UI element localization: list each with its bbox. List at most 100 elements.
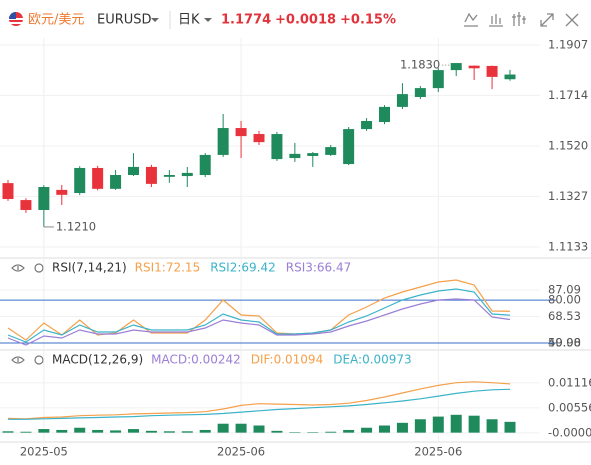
dropdown-caret[interactable] bbox=[204, 18, 212, 22]
price: 1.1774 bbox=[221, 13, 271, 28]
flag bbox=[9, 12, 23, 26]
macd-bar bbox=[2, 431, 14, 433]
macd-bar bbox=[486, 419, 498, 433]
candle-body bbox=[92, 167, 104, 189]
macd-bar bbox=[145, 430, 157, 433]
symbol[interactable]: EURUSD bbox=[97, 13, 152, 28]
y-tick-label: 1.1907 bbox=[548, 38, 588, 52]
candle-body bbox=[20, 200, 32, 210]
pair-name[interactable]: 欧元/美元 bbox=[28, 13, 84, 28]
macd-line bbox=[7, 381, 511, 420]
macd-bar bbox=[253, 425, 265, 433]
candle-body bbox=[396, 94, 408, 107]
eye-icon[interactable] bbox=[11, 356, 25, 364]
legend-item: MACD:0.00242 bbox=[151, 353, 241, 367]
rsi-line bbox=[7, 288, 511, 343]
y-tick-label: 49.98 bbox=[548, 336, 581, 350]
y-tick-label: 1.1520 bbox=[548, 139, 588, 153]
settings-icon[interactable] bbox=[34, 355, 44, 365]
indicator-icon[interactable] bbox=[489, 14, 503, 27]
macd-bar bbox=[396, 422, 408, 433]
panel-title: RSI(7,14,21) bbox=[52, 261, 127, 275]
macd-bar bbox=[361, 427, 373, 433]
macd-bar bbox=[92, 429, 104, 433]
y-tick-label: -0.00004 bbox=[548, 425, 591, 439]
change: +0.0018 bbox=[275, 13, 336, 28]
candle-body bbox=[199, 154, 211, 176]
fullscreen-icon[interactable] bbox=[540, 13, 554, 27]
candle-body bbox=[450, 63, 462, 71]
y-tick-label: 0.01116 bbox=[548, 375, 591, 389]
candle-body bbox=[2, 183, 14, 200]
high-annotation: 1.1830 bbox=[400, 58, 440, 72]
candle-body bbox=[432, 70, 444, 89]
macd-bar bbox=[217, 423, 229, 433]
y-tick-label: 1.1133 bbox=[548, 240, 588, 254]
candle-body bbox=[271, 134, 283, 160]
candle-body bbox=[110, 175, 122, 189]
y-tick-label: 0.00556 bbox=[548, 400, 591, 414]
candle-body bbox=[181, 172, 193, 177]
candle-body bbox=[325, 147, 337, 155]
macd-bar bbox=[414, 419, 426, 433]
candle-body bbox=[217, 128, 229, 155]
legend-item: RSI3:66.47 bbox=[286, 261, 352, 275]
macd-bar bbox=[128, 429, 139, 433]
candle-body bbox=[74, 167, 86, 194]
candle-body bbox=[289, 153, 301, 159]
macd-bar bbox=[20, 431, 32, 433]
rsi-line bbox=[7, 298, 511, 346]
macd-bar bbox=[468, 415, 480, 433]
macd-bar bbox=[271, 430, 283, 433]
macd-bar bbox=[450, 414, 462, 433]
macd-bar bbox=[181, 431, 193, 433]
candle-body bbox=[486, 65, 498, 77]
y-tick-label: 1.1714 bbox=[548, 88, 588, 102]
eye-icon[interactable] bbox=[11, 264, 25, 272]
period[interactable]: 日K bbox=[178, 13, 200, 28]
dropdown-caret[interactable] bbox=[151, 18, 159, 22]
x-tick-label: 2025-05 bbox=[20, 445, 68, 459]
candle-body bbox=[38, 187, 50, 210]
candle-body bbox=[56, 189, 68, 195]
close-icon[interactable] bbox=[565, 13, 579, 27]
panel-title: MACD(12,26,9) bbox=[52, 353, 143, 367]
candle-body bbox=[145, 166, 157, 184]
legend-item: DIF:0.01094 bbox=[251, 353, 323, 367]
low-annotation: 1.1210 bbox=[56, 219, 96, 233]
y-tick-label: 68.53 bbox=[548, 309, 581, 323]
macd-bar bbox=[325, 431, 337, 433]
candle-body bbox=[414, 88, 426, 97]
macd-bar bbox=[379, 425, 390, 433]
macd-bar bbox=[343, 429, 355, 433]
legend-item: RSI2:69.42 bbox=[210, 261, 276, 275]
candle-body bbox=[307, 153, 319, 156]
candle-body bbox=[128, 166, 139, 176]
legend-item: RSI1:72.15 bbox=[135, 261, 201, 275]
candle-body bbox=[504, 74, 516, 80]
candle-icon[interactable] bbox=[512, 12, 526, 26]
draw-tool-icon[interactable] bbox=[464, 12, 478, 27]
candle-body bbox=[361, 120, 373, 130]
x-tick-label: 2025-06 bbox=[217, 445, 265, 459]
y-tick-label: 87.09 bbox=[548, 283, 581, 297]
macd-bar bbox=[38, 429, 50, 433]
macd-bar bbox=[110, 430, 122, 433]
settings-icon[interactable] bbox=[34, 263, 44, 273]
x-tick-label: 2025-06 bbox=[414, 445, 462, 459]
change-pct: +0.15% bbox=[340, 13, 396, 28]
macd-bar bbox=[235, 423, 247, 433]
macd-bar bbox=[307, 432, 319, 433]
level-label: 50.00 bbox=[548, 335, 581, 349]
macd-bar bbox=[432, 416, 444, 433]
y-tick-label: 1.1327 bbox=[548, 189, 588, 203]
macd-bar bbox=[289, 432, 301, 433]
macd-bar bbox=[163, 431, 175, 433]
candle-body bbox=[468, 65, 480, 69]
candle-body bbox=[163, 175, 175, 177]
candle-body bbox=[379, 106, 390, 123]
macd-bar bbox=[74, 427, 86, 433]
candle-body bbox=[235, 128, 247, 137]
